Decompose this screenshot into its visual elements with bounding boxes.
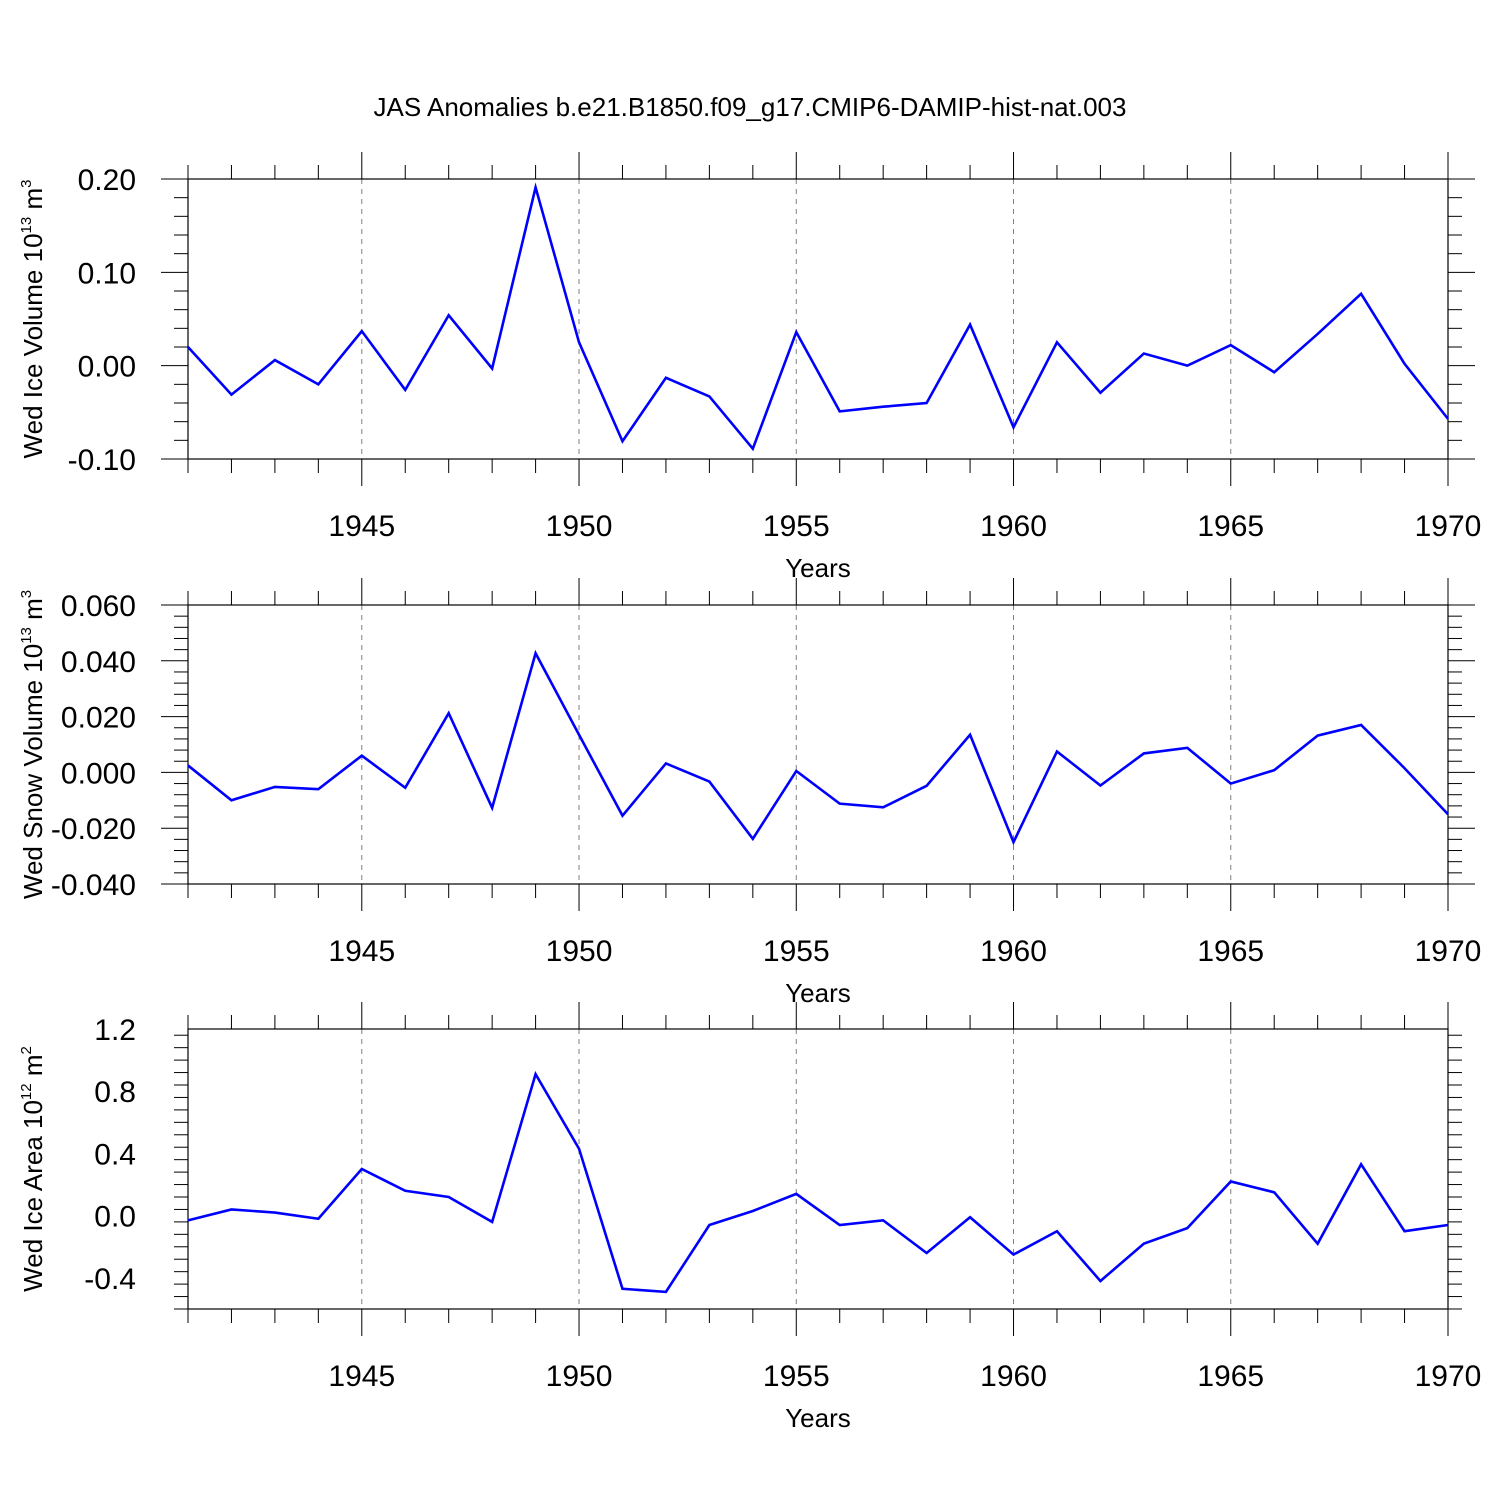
x-tick-label: 1950 [546, 510, 613, 543]
figure-title: JAS Anomalies b.e21.B1850.f09_g17.CMIP6-… [374, 92, 1127, 122]
x-tick-label: 1965 [1197, 510, 1264, 543]
y-axis-label: Wed Ice Area 1012 m2 [18, 1046, 48, 1292]
x-tick-label: 1960 [980, 935, 1047, 968]
x-tick-label: 1950 [546, 1360, 613, 1393]
series-line [187, 182, 1450, 452]
x-axis-label: Years [785, 1403, 851, 1433]
x-tick-label: 1945 [328, 935, 395, 968]
y-tick-label: 0.0 [94, 1201, 136, 1234]
x-tick-label: 1950 [546, 935, 613, 968]
x-tick-label: 1965 [1197, 1360, 1264, 1393]
y-axis-label: Wed Snow Volume 1013 m3 [18, 590, 48, 899]
series-line [187, 649, 1449, 846]
x-tick-label: 1945 [328, 1360, 395, 1393]
panel-2: -0.040 -0.020 0.000 0.020 0.040 0.060 1945 1950… [18, 578, 1481, 1008]
plot-frame [187, 178, 1449, 460]
y-axis-label-unit: m [18, 1055, 48, 1084]
y-axis-label-text: Wed Ice Volume 10 [18, 233, 48, 458]
x-tick-label: 1960 [980, 510, 1047, 543]
plot-frame [187, 1028, 1449, 1310]
x-axis-label: Years [785, 553, 851, 583]
x-axis-label: Years [785, 978, 851, 1008]
y-tick-label: 0.8 [94, 1076, 136, 1109]
y-tick-label: -0.4 [84, 1263, 136, 1296]
x-tick-label: 1945 [328, 510, 395, 543]
x-tick-label: 1960 [980, 1360, 1047, 1393]
x-tick-label: 1970 [1415, 935, 1482, 968]
y-axis-label: Wed Ice Volume 1013 m3 [18, 180, 48, 459]
y-axis-label-unit-exponent: 3 [18, 180, 35, 188]
panels: -0.10 0.00 0.10 0.20 1945 1950 1955 1960 1965 197… [18, 152, 1481, 1433]
x-tick-label: 1970 [1415, 1360, 1482, 1393]
x-tick-label: 1955 [763, 510, 830, 543]
plot-frame [187, 604, 1449, 885]
series-line [187, 1070, 1449, 1294]
y-axis-label-exponent: 12 [18, 1083, 35, 1100]
y-tick-label: -0.10 [68, 444, 136, 477]
y-tick-label: -0.020 [51, 813, 136, 846]
y-tick-label: 0.040 [61, 646, 136, 679]
y-axis-label-unit-exponent: 2 [18, 1046, 35, 1054]
x-tick-label: 1955 [763, 1360, 830, 1393]
y-tick-label: 0.020 [61, 702, 136, 735]
y-tick-label: -0.040 [51, 869, 136, 902]
x-tick-label: 1970 [1415, 510, 1482, 543]
y-axis-label-unit-exponent: 3 [18, 590, 35, 598]
y-tick-label: 1.2 [94, 1014, 136, 1047]
y-axis-label-text: Wed Snow Volume 10 [18, 644, 48, 899]
x-tick-label: 1955 [763, 935, 830, 968]
y-tick-label: 0.10 [78, 257, 136, 290]
y-tick-label: 0.00 [78, 351, 136, 384]
y-axis-label-unit: m [18, 188, 48, 217]
y-tick-label: 0.060 [61, 590, 136, 623]
y-axis-label-exponent: 13 [18, 217, 35, 234]
y-tick-label: 0.4 [94, 1138, 136, 1171]
y-tick-label: 0.20 [78, 164, 136, 197]
y-tick-label: 0.000 [61, 757, 136, 790]
y-axis-label-unit: m [18, 598, 48, 627]
x-tick-label: 1965 [1197, 935, 1264, 968]
panel-1: -0.10 0.00 0.10 0.20 1945 1950 1955 1960 1965 197… [18, 152, 1481, 583]
y-axis-label-exponent: 13 [18, 627, 35, 644]
y-axis-label-text: Wed Ice Area 10 [18, 1100, 48, 1292]
panel-3: -0.4 0.0 0.4 0.8 1.2 1945 1950 1955 1960 1965 1970… [18, 1002, 1481, 1433]
